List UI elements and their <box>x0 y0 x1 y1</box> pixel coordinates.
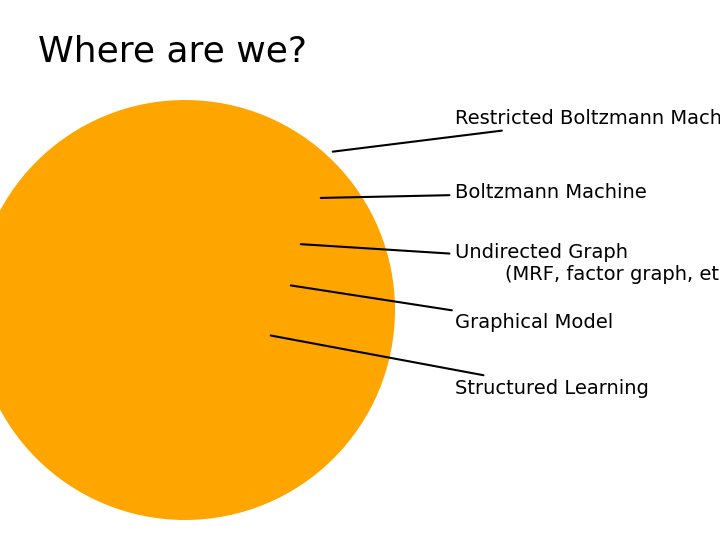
Text: Restricted Boltzmann Machine: Restricted Boltzmann Machine <box>333 109 720 152</box>
Text: Structured Learning: Structured Learning <box>271 335 649 397</box>
Circle shape <box>0 100 395 520</box>
Circle shape <box>65 190 305 430</box>
Text: Boltzmann Machine: Boltzmann Machine <box>321 184 647 202</box>
Text: Graphical Model: Graphical Model <box>291 286 613 333</box>
Text: Where are we?: Where are we? <box>38 35 307 69</box>
Circle shape <box>103 228 267 392</box>
Text: Undirected Graph
        (MRF, factor graph, etc.): Undirected Graph (MRF, factor graph, etc… <box>301 242 720 284</box>
Circle shape <box>140 265 230 355</box>
Circle shape <box>22 147 348 473</box>
Circle shape <box>169 294 201 326</box>
